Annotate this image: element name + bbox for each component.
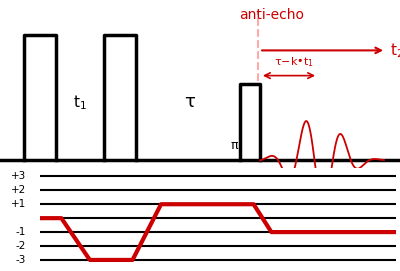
Text: +1: +1 — [10, 199, 26, 209]
Text: anti-echo: anti-echo — [240, 8, 304, 22]
Text: -1: -1 — [15, 227, 26, 237]
Text: τ−k•t$_1$: τ−k•t$_1$ — [274, 55, 314, 69]
Text: π: π — [230, 138, 238, 151]
Text: t$_1$: t$_1$ — [73, 93, 87, 112]
Text: τ: τ — [184, 93, 196, 111]
Text: -3: -3 — [15, 255, 26, 265]
Text: t$_2$: t$_2$ — [390, 41, 400, 60]
Text: +2: +2 — [10, 185, 26, 195]
Text: -2: -2 — [15, 241, 26, 251]
Text: +3: +3 — [10, 171, 26, 181]
